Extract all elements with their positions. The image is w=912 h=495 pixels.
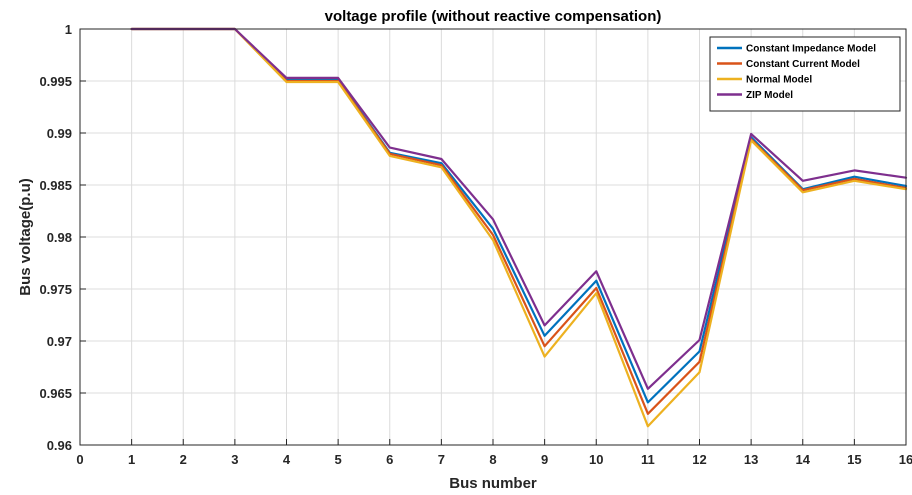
series-lines — [130, 27, 908, 428]
x-tick-label: 15 — [847, 452, 861, 467]
x-axis-label: Bus number — [449, 475, 537, 492]
x-tick-label: 12 — [692, 452, 706, 467]
y-tick-label: 0.965 — [39, 386, 72, 401]
y-tick-label: 1 — [65, 22, 72, 37]
x-tick-label: 14 — [796, 452, 811, 467]
x-tick-label: 4 — [283, 452, 291, 467]
axis-ticks: 0 1 2 3 4 5 6 7 8 9 10 11 12 13 14 15 160.960.9650.970.9… — [39, 22, 912, 467]
x-tick-label: 16 — [899, 452, 912, 467]
chart-title: voltage profile (without reactive compen… — [325, 8, 662, 25]
x-tick-label: 9 — [541, 452, 548, 467]
y-tick-label: 0.97 — [47, 334, 72, 349]
x-tick-label: 1 — [128, 452, 135, 467]
x-tick-label: 3 — [231, 452, 238, 467]
series-line-4 — [130, 27, 908, 390]
legend-box — [709, 36, 901, 112]
y-tick-label: 0.995 — [39, 74, 72, 89]
series-line-3 — [130, 27, 908, 428]
x-tick-label: 10 — [589, 452, 603, 467]
x-tick-label: 6 — [386, 452, 393, 467]
legend-label: Constant Current Model — [746, 59, 860, 70]
y-tick-label: 0.975 — [39, 282, 72, 297]
legend: Constant Impedance Model Constant Current… — [709, 36, 901, 112]
x-tick-label: 13 — [744, 452, 758, 467]
legend-label: Normal Model — [746, 75, 812, 86]
x-tick-label: 2 — [180, 452, 187, 467]
y-tick-label: 0.99 — [47, 126, 72, 141]
x-tick-label: 5 — [335, 452, 342, 467]
x-tick-label: 7 — [438, 452, 445, 467]
x-tick-label: 8 — [489, 452, 496, 467]
x-tick-label: 11 — [641, 452, 655, 467]
y-tick-label: 0.985 — [39, 178, 72, 193]
y-axis-label: Bus voltage(p.u) — [17, 178, 34, 296]
legend-label: Constant Impedance Model — [746, 44, 876, 55]
y-tick-label: 0.98 — [47, 230, 72, 245]
y-tick-label: 0.96 — [47, 438, 72, 453]
legend-label: ZIP Model — [746, 90, 793, 101]
x-tick-label: 0 — [76, 452, 83, 467]
